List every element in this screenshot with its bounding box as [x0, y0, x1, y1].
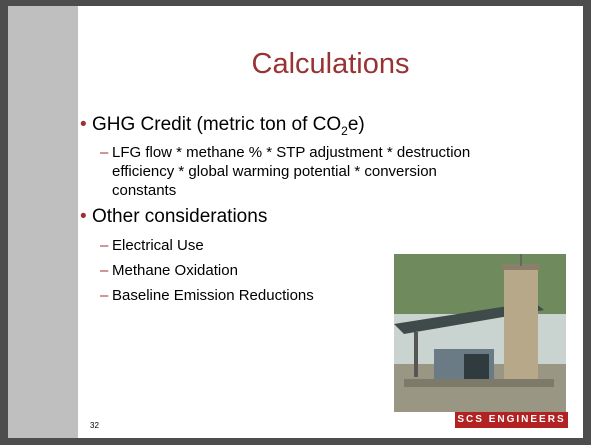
slide-content: Calculations GHG Credit (metric ton of C…: [78, 6, 583, 438]
bullet: GHG Credit (metric ton of CO2e): [92, 114, 365, 138]
bullet-text: GHG Credit (metric ton of CO: [92, 114, 341, 135]
bullet-text: Other considerations: [92, 206, 267, 227]
slide-number: 32: [90, 421, 99, 430]
slide-title: Calculations: [78, 48, 583, 81]
photo: [394, 254, 566, 412]
subscript: 2: [341, 124, 348, 138]
slide: Calculations GHG Credit (metric ton of C…: [0, 0, 591, 445]
company-logo: SCS ENGINEERS: [455, 412, 568, 428]
side-band: [8, 6, 78, 438]
sub-bullet: Electrical Use: [112, 236, 472, 255]
sub-bullet: LFG flow * methane % * STP adjustment * …: [112, 143, 472, 200]
bullet-text: e): [348, 114, 365, 135]
bullet: Other considerations: [92, 206, 267, 228]
